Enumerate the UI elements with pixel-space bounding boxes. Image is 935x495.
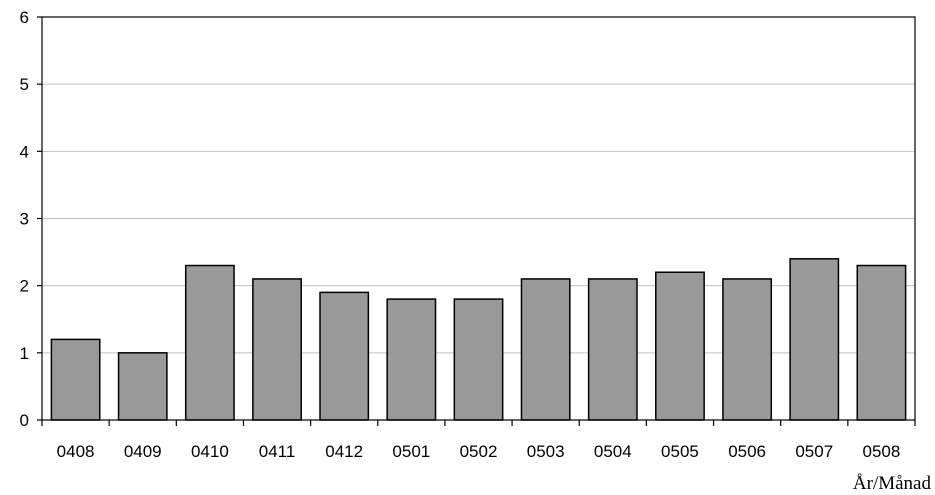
axes <box>37 16 916 426</box>
x-tick-label: 0412 <box>325 442 363 461</box>
x-axis-label: År/Månad <box>853 473 932 494</box>
x-tick-label: 0506 <box>728 442 766 461</box>
bar-0410 <box>184 264 235 421</box>
bar-0503 <box>520 278 571 421</box>
bar-0411 <box>252 278 302 421</box>
bar-0408 <box>50 338 101 421</box>
y-tick-label: 4 <box>20 142 29 161</box>
x-tick-label: 0507 <box>795 442 833 461</box>
x-tick-label: 0502 <box>460 442 498 461</box>
x-tick-label: 0410 <box>191 442 229 461</box>
y-tick-labels: 0 1 2 3 4 5 6 <box>20 8 29 430</box>
y-tick-label: 6 <box>20 8 29 27</box>
bar-0501 <box>386 298 437 421</box>
bar-0507 <box>789 258 840 421</box>
x-tick-label: 0504 <box>594 442 632 461</box>
x-tick-label: 0508 <box>863 442 901 461</box>
bar-0409 <box>117 352 168 421</box>
x-tick-label: 0411 <box>259 442 296 461</box>
bars <box>50 258 907 421</box>
y-tick-label: 5 <box>20 75 29 94</box>
x-tick-label: 0501 <box>392 442 430 461</box>
bar-0504 <box>587 278 638 421</box>
bar-0502 <box>453 298 504 421</box>
x-tick-labels: 0408 0409 0410 0411 0412 0501 0502 0503 0504 0505… <box>57 442 901 461</box>
x-tick-label: 0503 <box>527 442 565 461</box>
bar-0508 <box>856 264 907 421</box>
x-tick-label: 0505 <box>661 442 699 461</box>
bar-0506 <box>722 278 773 421</box>
y-tick-label: 1 <box>20 344 29 363</box>
x-tick-label: 0409 <box>124 442 162 461</box>
bar-0505 <box>655 271 705 421</box>
y-tick-label: 2 <box>20 277 29 296</box>
y-tick-label: 3 <box>20 210 29 229</box>
x-tick-label: 0408 <box>57 442 95 461</box>
bar-0412 <box>319 291 370 421</box>
y-tick-label: 0 <box>20 411 29 430</box>
